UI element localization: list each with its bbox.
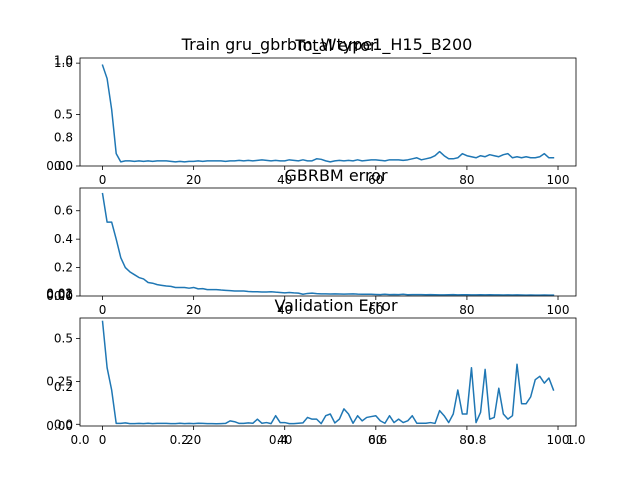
y-tick-label: 0.4 [54,232,73,246]
overlay-x-tick-label: 0.6 [368,433,387,447]
y-tick-label: 0.0 [54,417,73,431]
series-line-1 [101,192,555,296]
overlay-x-tick-label: 0.0 [70,433,89,447]
overlay-y-tick-label: 0.02 [46,286,73,300]
y-tick-label: 0.5 [54,108,73,122]
x-tick-label: 100 [547,173,570,187]
figure-suptitle: Train gru_gbrbm_Wtype1_H15_B200 [181,35,473,55]
x-tick-label: 20 [186,433,201,447]
overlay-x-tick-label: 0.4 [269,433,288,447]
y-tick-label: 0.0 [54,289,73,303]
x-tick-label: 60 [368,173,383,187]
subplot-3: 0 20 40 60 80 100 0.0 0.25 0.5 0.00 0.2 0.0 0.2 0.4 0.… [46,296,585,447]
y-tick-label: 1.0 [54,56,73,70]
x-tick-label: 100 [547,303,570,317]
overlay-y-tick-label: 0.00 [46,159,73,173]
x-tick-label: 20 [186,303,201,317]
overlay-y-tick-label: 0.01 [46,288,73,302]
x-tick-label: 40 [277,303,292,317]
y-tick-label: 0.25 [46,374,73,388]
x-tick-label: 40 [277,173,292,187]
overlay-y-tick-label: 0.00 [46,419,73,433]
x-tick-label: 0 [99,303,107,317]
x-tick-label: 20 [186,173,201,187]
subplot-2: 0 20 40 60 80 100 0.0 0.2 0.4 0.6 0.000.010.02 GBRB… [46,166,577,317]
overlay-x-tick-label: 1.0 [566,433,585,447]
overlay-y-tick-label: 0.2 [54,380,73,394]
x-tick-label: 0 [99,433,107,447]
x-tick-label: 100 [547,433,570,447]
subplot-title: Validation Error [274,296,398,315]
overlay-x-tick-label: 0.2 [170,433,189,447]
overlay-y-tick-label: 1.0 [54,53,73,67]
overlay-y-tick-label: 0.00 [46,289,73,303]
x-tick-label: 80 [459,433,474,447]
overlay-x-tick-label: 0.8 [467,433,486,447]
axes-frame [79,317,577,427]
y-tick-label: 0.0 [54,159,73,173]
y-tick-label: 0.5 [54,332,73,346]
overlay-y-tick-label: 0.8 [54,130,73,144]
x-tick-label: 80 [459,173,474,187]
series-line-1 [101,64,555,163]
x-tick-label: 60 [368,303,383,317]
x-tick-label: 60 [368,433,383,447]
series-line-1 [101,320,555,425]
axes-frame [79,57,577,167]
subplot-title: GBRBM error [284,166,388,185]
x-tick-label: 0 [99,173,107,187]
subplot-title: Total error [294,36,377,55]
x-tick-label: 80 [459,303,474,317]
y-tick-label: 0.6 [54,204,73,218]
y-tick-label: 0.2 [54,261,73,275]
x-tick-label: 40 [277,433,292,447]
axes-frame [79,187,577,297]
